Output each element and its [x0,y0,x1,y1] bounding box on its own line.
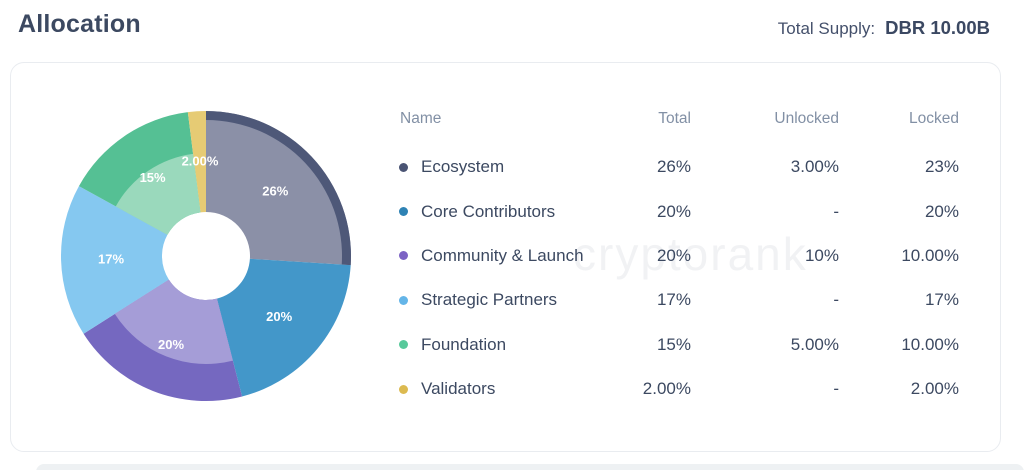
allocation-name: Ecosystem [421,157,505,177]
locked-cell: 17% [924,290,959,310]
unlocked-cell: - [833,201,839,221]
locked-cell: 10.00% [901,334,959,354]
donut-svg[interactable]: 26% 20% 20% 17% 15% 2.00% [56,106,356,406]
table-row: Ecosystem 26% 3.00% 23% [399,145,959,189]
table-row: Foundation 15% 5.00% 10.00% [399,323,959,367]
slice-strategic-partners[interactable] [61,186,169,334]
slice-label-strategic-partners: 17% [98,251,124,266]
allocation-table: Name Total Unlocked Locked Ecosystem 26% 3.00… [399,104,959,411]
table-row: Validators 2.00% - 2.00% [399,367,959,411]
locked-cell: 10.00% [901,245,959,265]
allocation-name: Validators [421,379,496,399]
legend-dot-icon [399,295,408,305]
total-cell: 20% [656,245,691,265]
table-header-row: Name Total Unlocked Locked [399,104,959,134]
slice-label-core-contributors: 20% [266,309,292,324]
allocation-name: Community & Launch [421,245,584,265]
legend-dot-icon [399,340,408,350]
allocation-name-cell: Community & Launch [399,246,599,266]
column-header-name: Name [400,110,442,127]
allocation-name-cell: Core Contributors [399,202,599,222]
legend-dot-icon [399,162,408,172]
column-header-locked: Locked [909,110,959,127]
allocation-name-cell: Foundation [399,335,599,355]
column-header-total: Total [658,110,691,127]
column-header-unlocked: Unlocked [774,110,839,127]
allocation-card: cryptorank 26% 20% 20% 17% 15% 2.00% Name Tota… [10,62,1001,452]
allocation-donut-chart[interactable]: 26% 20% 20% 17% 15% 2.00% [56,106,356,406]
total-supply: Total Supply: DBR 10.00B [778,17,990,39]
total-cell: 2.00% [642,379,691,399]
slice-unlocked-foundation[interactable] [115,153,201,235]
allocation-name-cell: Ecosystem [399,157,599,177]
total-cell: 20% [656,201,691,221]
unlocked-cell: 10% [804,245,839,265]
allocation-name-cell: Strategic Partners [399,290,599,310]
slice-label-ecosystem: 26% [262,183,288,198]
slice-validators[interactable] [187,111,206,213]
table-row: Strategic Partners 17% - 17% [399,278,959,322]
legend-dot-icon [399,384,408,394]
unlocked-cell: - [833,379,839,399]
allocation-name: Foundation [421,334,507,354]
locked-cell: 20% [924,201,959,221]
legend-dot-icon [399,251,408,261]
allocation-name-cell: Validators [399,379,599,399]
table-row: Community & Launch 20% 10% 10.00% [399,234,959,278]
unlocked-cell: 5.00% [790,334,839,354]
table-body: Ecosystem 26% 3.00% 23% Core Contributors 20%… [399,145,959,411]
slice-label-community-launch: 20% [158,337,184,352]
next-section-edge [36,464,1024,470]
table-row: Core Contributors 20% - 20% [399,189,959,233]
total-cell: 15% [656,334,691,354]
total-cell: 17% [656,290,691,310]
total-cell: 26% [656,157,691,177]
legend-dot-icon [399,207,408,217]
locked-cell: 2.00% [910,379,959,399]
slice-label-validators: 2.00% [182,154,219,169]
unlocked-cell: 3.00% [790,157,839,177]
total-supply-label: Total Supply: [777,19,876,38]
unlocked-cell: - [833,290,839,310]
allocation-name: Core Contributors [421,201,556,221]
slice-unlocked-community-launch[interactable] [114,279,233,365]
page-title: Allocation [18,10,141,38]
slice-label-foundation: 15% [140,170,166,185]
slice-core-contributors[interactable] [216,258,351,397]
slice-ecosystem[interactable] [206,111,351,266]
total-supply-value: DBR 10.00B [885,17,990,38]
locked-cell: 23% [924,157,959,177]
allocation-name: Strategic Partners [421,290,558,310]
